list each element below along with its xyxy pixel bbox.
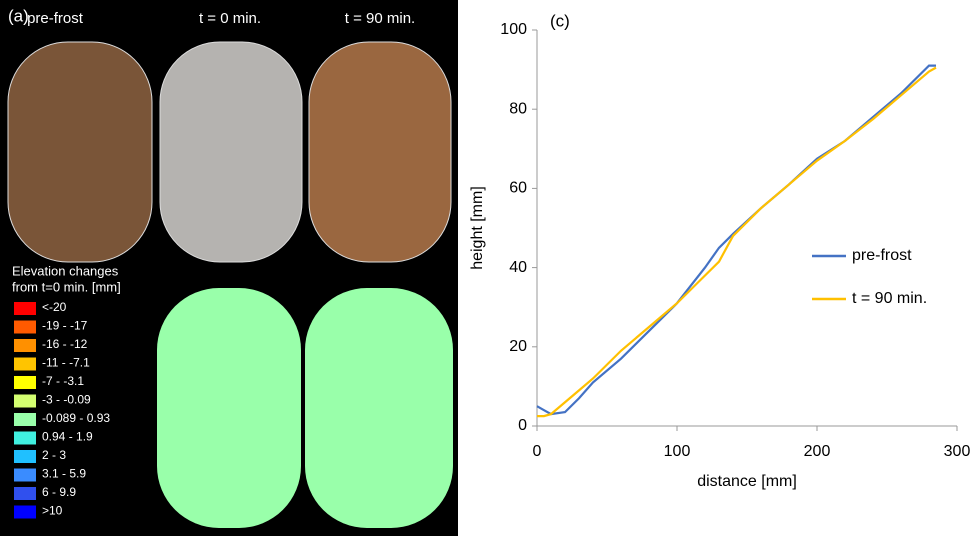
legend-title: Elevation changes <box>12 263 119 278</box>
x-tick-label: 100 <box>664 443 691 460</box>
legend-swatch <box>14 413 36 426</box>
photo <box>7 41 153 263</box>
legend-swatch <box>14 376 36 389</box>
legend-label: -3 - -0.09 <box>42 393 91 407</box>
photo-label: t = 0 min. <box>199 10 261 27</box>
legend-swatch <box>14 320 36 334</box>
x-tick-label: 200 <box>804 443 831 460</box>
legend-swatch <box>14 394 36 408</box>
legend-label: 2 - 3 <box>42 448 66 462</box>
legend-label: -0.089 - 0.93 <box>42 411 110 425</box>
photo <box>308 41 452 263</box>
legend-label: -7 - -3.1 <box>42 374 84 388</box>
photo <box>159 41 303 263</box>
legend-label: t = 90 min. <box>852 290 927 307</box>
legend-label: >10 <box>42 504 63 518</box>
legend-swatch <box>14 357 36 371</box>
legend-label: -16 - -12 <box>42 337 88 351</box>
y-tick-label: 0 <box>518 417 527 434</box>
legend-label: -11 - -7.1 <box>42 356 90 370</box>
y-tick-label: 80 <box>509 100 527 117</box>
legend-label: 3.1 - 5.9 <box>42 467 86 481</box>
line <box>537 66 937 418</box>
x-tick-label: 300 <box>944 443 971 460</box>
y-tick-label: 20 <box>509 338 527 355</box>
legend-label: -19 - -17 <box>42 319 88 333</box>
panel-label: (b) <box>137 507 158 526</box>
elevation-map <box>305 288 453 528</box>
y-tick-label: 60 <box>509 180 527 197</box>
x-tick-label: 0 <box>533 443 542 460</box>
legend-swatch <box>14 487 36 500</box>
photo-label: t = 90 min. <box>345 10 415 27</box>
line <box>536 64 936 416</box>
legend-swatch <box>14 468 36 482</box>
photo-label: pre-frost <box>27 10 84 27</box>
legend-label: 6 - 9.9 <box>42 485 76 499</box>
legend-label: <-20 <box>42 300 67 314</box>
y-tick-label: 100 <box>500 21 527 38</box>
legend-swatch <box>14 505 36 519</box>
y-axis-label: height [mm] <box>469 186 486 270</box>
elevation-map <box>157 288 301 528</box>
legend-title: from t=0 min. [mm] <box>12 279 121 294</box>
x-axis-label: distance [mm] <box>697 473 797 490</box>
legend-label: pre-frost <box>852 247 912 264</box>
panel-label: (a) <box>8 6 29 25</box>
legend-label: 0.94 - 1.9 <box>42 430 93 444</box>
legend-swatch <box>14 339 36 352</box>
legend-swatch <box>14 431 36 445</box>
legend-swatch <box>14 450 36 463</box>
y-tick-label: 40 <box>509 259 527 276</box>
legend-swatch <box>14 302 36 315</box>
panel-label: (c) <box>550 11 570 30</box>
